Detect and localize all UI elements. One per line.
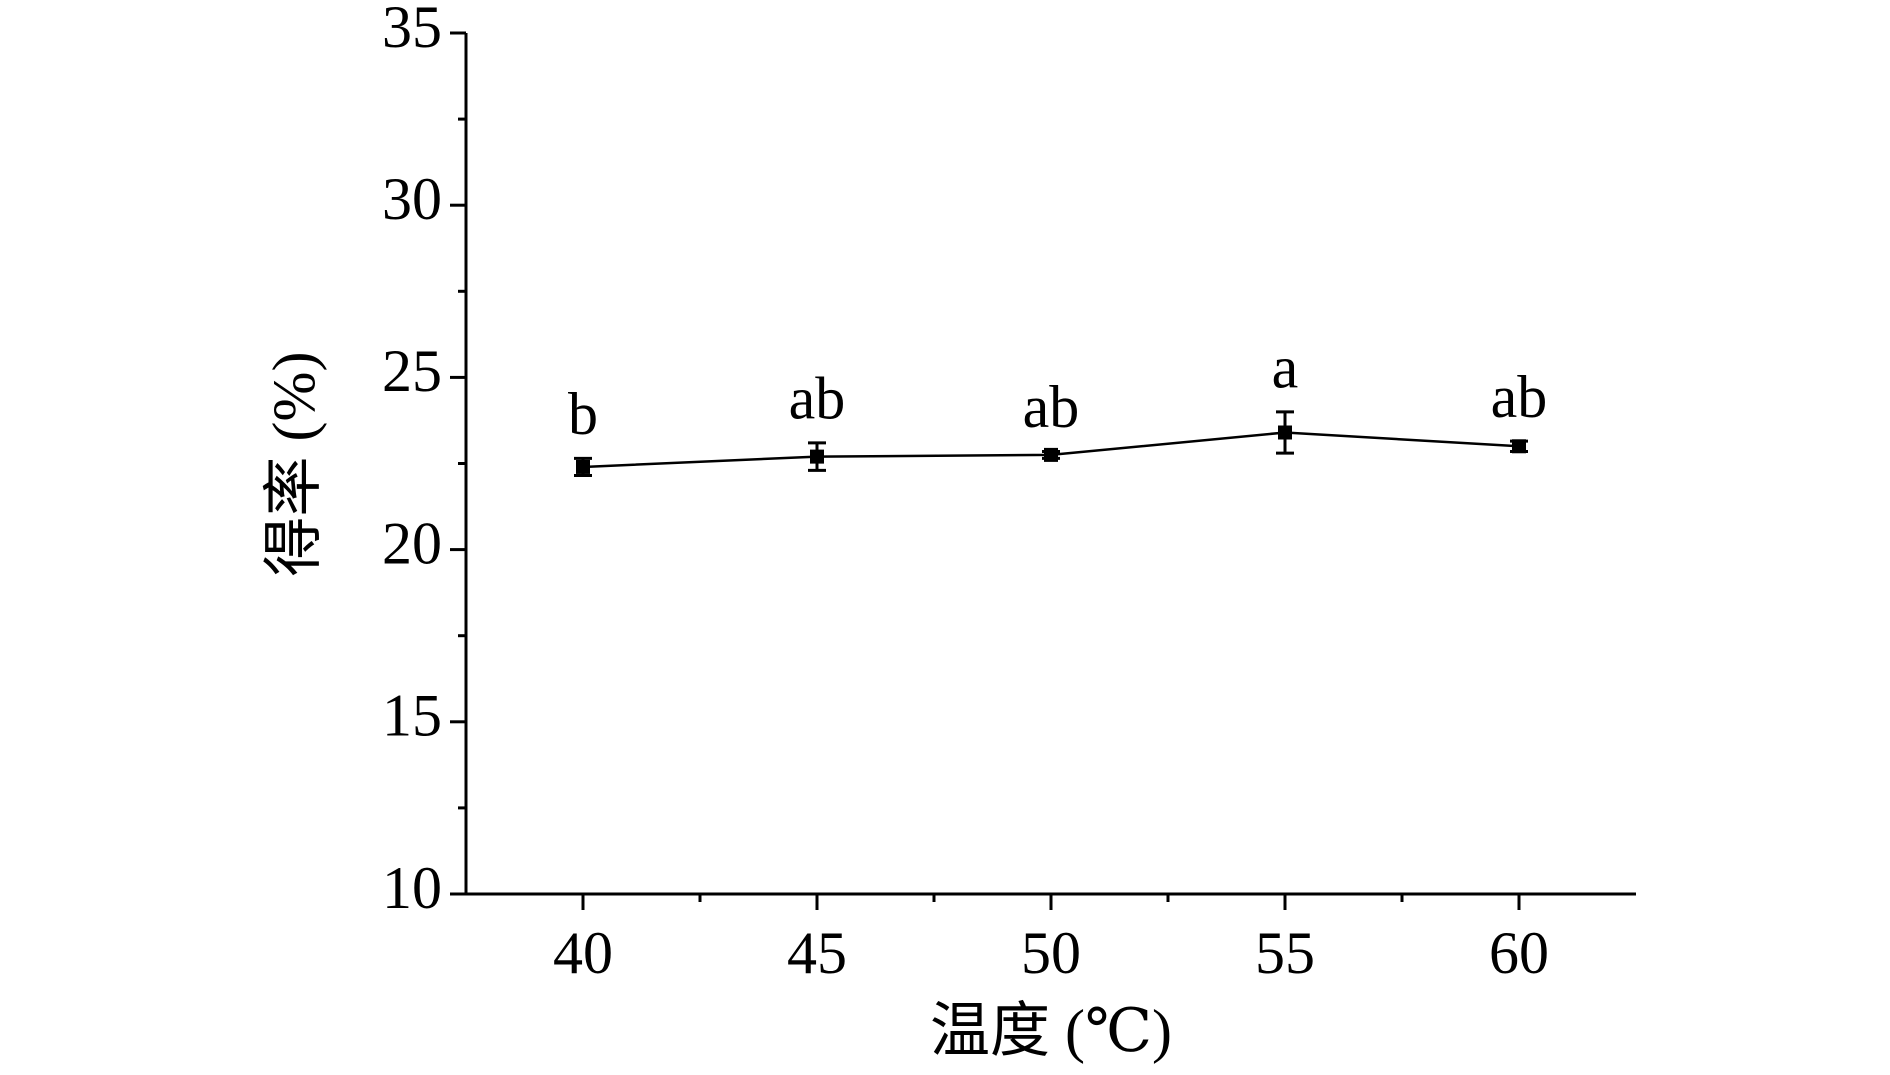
y-axis-label: 得率 (%) bbox=[261, 352, 327, 577]
y-tick-label: 20 bbox=[382, 510, 442, 576]
marker bbox=[1512, 439, 1526, 454]
x-tick-label: 50 bbox=[1021, 920, 1081, 986]
x-tick-label: 40 bbox=[553, 920, 613, 986]
y-tick-label: 25 bbox=[382, 338, 442, 404]
annotation: a bbox=[1272, 335, 1299, 401]
marker bbox=[1044, 447, 1058, 462]
marker bbox=[576, 459, 590, 474]
y-tick-label: 30 bbox=[382, 166, 442, 232]
x-tick-label: 55 bbox=[1255, 920, 1315, 986]
annotation: ab bbox=[1491, 364, 1548, 430]
y-tick-label: 15 bbox=[382, 683, 442, 749]
marker bbox=[1278, 425, 1292, 440]
marker bbox=[810, 449, 824, 464]
x-axis-label: 温度 (℃) bbox=[930, 998, 1172, 1064]
y-tick-label: 35 bbox=[382, 0, 442, 60]
annotation: b bbox=[568, 381, 598, 447]
annotation: ab bbox=[1023, 374, 1080, 440]
y-tick-label: 10 bbox=[382, 855, 442, 921]
annotation: ab bbox=[789, 366, 846, 432]
x-tick-label: 45 bbox=[787, 920, 847, 986]
x-tick-label: 60 bbox=[1489, 920, 1549, 986]
